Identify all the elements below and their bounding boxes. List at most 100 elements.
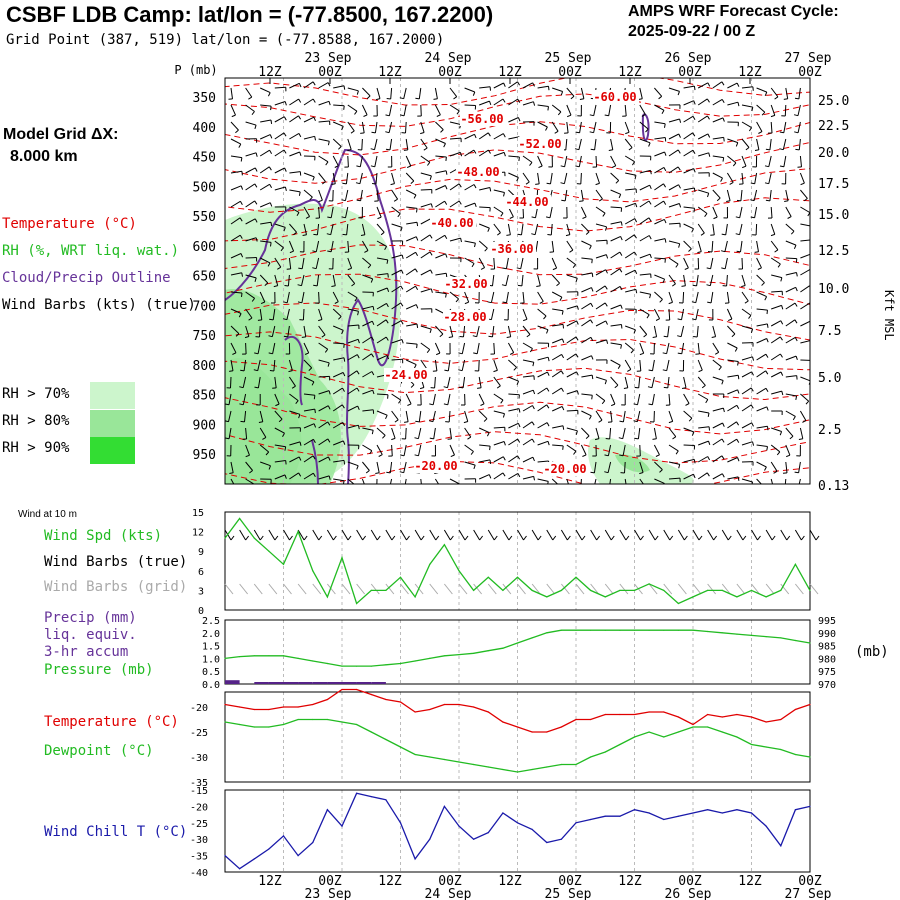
windchill-line-point-36 — [750, 812, 753, 814]
pressure-line-point-33 — [707, 630, 709, 633]
height-tick-2: 20.0 — [818, 146, 849, 161]
contour-label-bg-6 — [490, 242, 536, 256]
barb-true-flag-35 — [742, 535, 747, 541]
windchill-line-point-39 — [794, 809, 797, 811]
barb-grid-16 — [458, 583, 468, 595]
temp-ytick-3: -35 — [190, 778, 208, 789]
precip-bar-7 — [327, 682, 342, 684]
barb-true-flag-2 — [259, 535, 264, 541]
temperature-line-point-10 — [370, 693, 372, 696]
pressure-ytick-3: 980 — [818, 654, 836, 665]
pressure-line-point-32 — [692, 629, 694, 631]
pressure-line-point-8 — [341, 665, 343, 667]
dewpoint-line-point-22 — [546, 766, 548, 768]
barb-true-flag-16 — [464, 535, 469, 541]
wind-speed-line-point-13 — [414, 596, 416, 598]
pressure-tick-12: 950 — [193, 448, 216, 463]
barb-grid-17 — [473, 583, 483, 595]
barb-grid-21 — [531, 583, 541, 595]
barb-grid-26 — [604, 583, 614, 595]
barb-true-flag-8 — [347, 535, 352, 541]
temperature-legend: Temperature (°C) — [2, 216, 137, 232]
temperature-line-point-23 — [560, 726, 563, 728]
contour-label-bg-10 — [414, 459, 460, 473]
windchill-line-point-2 — [253, 858, 255, 860]
height-tick-5: 12.5 — [818, 244, 849, 259]
barb-true-flag-10 — [376, 535, 381, 541]
barb-grid-32 — [692, 583, 702, 595]
contour-label-4: -44.00 — [505, 195, 548, 209]
pressure-line-point-16 — [458, 654, 460, 656]
wind-barbs-true-legend: Wind Barbs (true) — [44, 554, 188, 570]
dewpoint-line-point-2 — [253, 726, 255, 728]
barb-grid-23 — [560, 583, 570, 595]
windchill-line — [224, 792, 811, 870]
windchill-line-point-38 — [780, 845, 782, 847]
windchill-line-point-28 — [633, 809, 636, 811]
pressure-line-point-36 — [750, 634, 753, 637]
barb-grid-12 — [400, 583, 409, 595]
cloud-legend: Cloud/Precip Outline — [2, 270, 171, 286]
pressure-line-point-3 — [268, 655, 270, 657]
temperature-line-point-15 — [443, 703, 445, 706]
barb-true-31 — [677, 529, 685, 541]
barb-true-flag-38 — [786, 535, 791, 541]
wind-speed-line-point-8 — [341, 557, 343, 559]
date-label-top-2: 25 Sep — [545, 51, 592, 66]
dewpoint-line-point-39 — [794, 753, 797, 756]
barb-grid-27 — [619, 583, 629, 595]
pressure-ytick-4: 975 — [818, 667, 836, 678]
wind-speed-line-point-9 — [356, 602, 358, 605]
wind-speed-line-point-11 — [385, 589, 387, 592]
barb-grid-25 — [590, 583, 600, 595]
temperature-panel-frame — [224, 691, 811, 783]
pressure-ytick-2: 985 — [818, 642, 836, 653]
temperature-line-point-26 — [604, 713, 606, 716]
forecast-cycle-line2: 2025-09-22 / 00 Z — [628, 23, 756, 40]
barb-grid-9 — [356, 583, 366, 595]
barb-grid-18 — [487, 583, 497, 595]
contour-label-10: -20.00 — [414, 459, 457, 473]
dewpoint-line-point-21 — [531, 768, 533, 771]
windchill-ytick-2: -25 — [190, 819, 208, 830]
barb-grid-31 — [677, 583, 687, 595]
wind10-label: Wind at 10 m — [18, 509, 77, 520]
time-tick-top-9: 00Z — [798, 65, 822, 80]
wind-ytick-3: 9 — [198, 547, 204, 558]
barb-true-flag-31 — [683, 535, 688, 541]
contour-label-6: -36.00 — [490, 242, 533, 256]
dewpoint-line-point-11 — [385, 738, 387, 741]
wind-speed-line-point-2 — [253, 537, 255, 539]
barb-true-flag-27 — [625, 535, 630, 541]
barb-grid-3 — [268, 583, 278, 595]
contour-label-bg-8 — [443, 310, 489, 324]
pressure-legend: Pressure (mb) — [44, 662, 154, 678]
barb-true-35 — [736, 529, 744, 541]
pressure-unit-label: (mb) — [855, 644, 889, 660]
windchill-line-point-13 — [414, 858, 416, 860]
wind-speed-line-point-15 — [443, 544, 445, 546]
height-tick-10: 0.13 — [818, 479, 849, 494]
barb-true-4 — [283, 529, 290, 541]
barb-true-flag-0 — [230, 535, 235, 541]
temperature2-legend: Temperature (°C) — [44, 714, 179, 730]
windchill-line-point-0 — [224, 855, 226, 857]
pressure-line-point-29 — [648, 629, 650, 631]
temperature-line-point-19 — [502, 721, 504, 723]
height-tick-3: 17.5 — [818, 177, 849, 192]
height-tick-0: 25.0 — [818, 94, 849, 109]
barb-true-flag-29 — [654, 535, 659, 541]
time-tick-bottom-9: 00Z — [798, 874, 822, 889]
precip-ytick-4: 2.0 — [202, 629, 220, 640]
barb-grid-33 — [707, 583, 717, 595]
barb-true-30 — [663, 529, 671, 541]
contour-label-7: -32.00 — [444, 277, 487, 291]
dewpoint-line-point-10 — [370, 731, 372, 733]
wind-speed-line-point-24 — [575, 576, 577, 578]
pressure-line-point-15 — [443, 655, 445, 657]
date-label-top-4: 27 Sep — [785, 51, 832, 66]
wind-speed-line-point-5 — [297, 531, 299, 533]
wind-speed-line-point-39 — [794, 563, 797, 565]
temperature-contour-10 — [225, 360, 810, 401]
time-tick-bottom-2: 12Z — [378, 874, 402, 889]
